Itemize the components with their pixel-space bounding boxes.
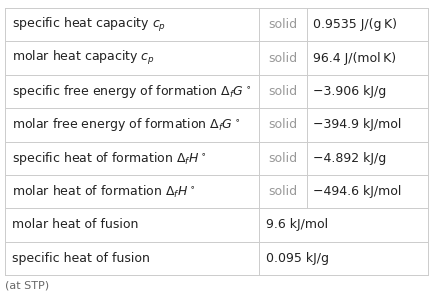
Text: specific free energy of formation $\Delta_f G^\circ$: specific free energy of formation $\Delt… — [12, 83, 251, 100]
Text: 9.6 kJ/mol: 9.6 kJ/mol — [266, 218, 328, 231]
Text: −3.906 kJ/g: −3.906 kJ/g — [313, 85, 387, 98]
Text: solid: solid — [268, 118, 297, 131]
Text: solid: solid — [268, 52, 297, 64]
Text: 0.095 kJ/g: 0.095 kJ/g — [266, 252, 329, 265]
Text: molar heat of formation $\Delta_f H^\circ$: molar heat of formation $\Delta_f H^\cir… — [12, 184, 195, 200]
Text: solid: solid — [268, 85, 297, 98]
Text: specific heat of formation $\Delta_f H^\circ$: specific heat of formation $\Delta_f H^\… — [12, 150, 207, 167]
Text: −494.6 kJ/mol: −494.6 kJ/mol — [313, 185, 402, 198]
Text: solid: solid — [268, 152, 297, 165]
Text: molar heat of fusion: molar heat of fusion — [12, 218, 139, 231]
Text: molar free energy of formation $\Delta_f G^\circ$: molar free energy of formation $\Delta_f… — [12, 116, 240, 133]
Text: 0.9535 J/(g K): 0.9535 J/(g K) — [313, 18, 397, 31]
Text: specific heat of fusion: specific heat of fusion — [12, 252, 150, 265]
Text: (at STP): (at STP) — [5, 280, 49, 290]
Text: solid: solid — [268, 185, 297, 198]
Text: 96.4 J/(mol K): 96.4 J/(mol K) — [313, 52, 397, 64]
Text: −394.9 kJ/mol: −394.9 kJ/mol — [313, 118, 402, 131]
Text: solid: solid — [268, 18, 297, 31]
Text: molar heat capacity $c_p$: molar heat capacity $c_p$ — [12, 49, 155, 67]
Text: −4.892 kJ/g: −4.892 kJ/g — [313, 152, 387, 165]
Text: specific heat capacity $c_p$: specific heat capacity $c_p$ — [12, 16, 166, 34]
